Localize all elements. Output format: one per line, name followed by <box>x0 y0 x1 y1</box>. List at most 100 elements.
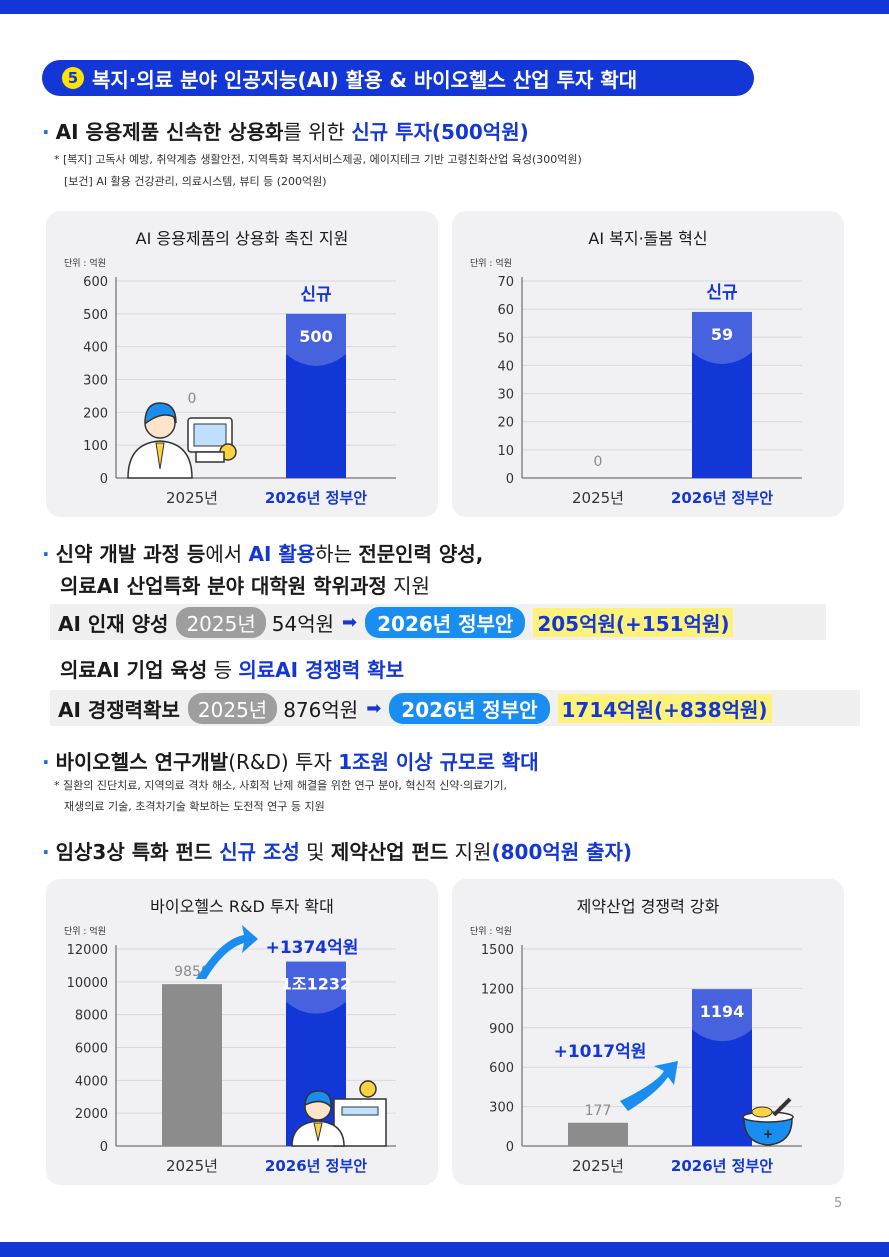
chart-card-biohealth-rd: 바이오헬스 R&D 투자 확대 단위 : 억원 12000 10000 8000 600… <box>46 879 438 1185</box>
y-tick-label: 70 <box>497 275 514 290</box>
pill-icon <box>751 1106 773 1118</box>
computer-stand-icon <box>195 451 225 463</box>
bar-2025 <box>568 1122 628 1146</box>
bullet-text-highlight: 신규 조성 <box>219 840 300 864</box>
bar-value-label: 0 <box>188 391 197 407</box>
plus-symbol-icon: + <box>763 1127 773 1141</box>
y-tick-label: 300 <box>83 374 108 389</box>
y-tick-label: 0 <box>100 1140 108 1155</box>
value-2025: 876억원 <box>283 697 359 722</box>
chart-unit-label: 단위 : 억원 <box>64 257 106 269</box>
bullet-text-highlight: AI 활용 <box>248 542 316 566</box>
y-tick-label: 60 <box>497 303 514 318</box>
bullet-text-part: 의료AI 기업 육성 <box>60 658 208 682</box>
bullet-dot-icon: · <box>42 542 50 566</box>
bullet-dot-icon: · <box>42 840 50 864</box>
y-tick-label: 0 <box>506 472 514 487</box>
bar-2026 <box>286 313 346 478</box>
y-tick-label: 2000 <box>75 1107 108 1122</box>
chart-card-ai-welfare: AI 복지·돌봄 혁신 단위 : 억원 70 60 50 40 30 20 10 0 0 2025년… <box>452 211 844 517</box>
chart-biohealth-rd: 단위 : 억원120001000080006000400020000985820… <box>64 925 396 1175</box>
bar-highlight <box>692 989 752 1042</box>
bullet-text-part: 및 <box>299 840 331 864</box>
bullet-text-part: 신약 개발 과정 등 <box>55 542 206 566</box>
y-tick-label: 6000 <box>75 1042 108 1057</box>
note-line: [보건] AI 활용 건강관리, 의료시스템, 뷰티 등 (200억원) <box>64 175 327 188</box>
bullet-text-part: 제약산업 펀드 <box>330 840 449 864</box>
chart-ai-welfare: 단위 : 억원 70 60 50 40 30 20 10 0 0 2025년 59 2026년 정부안 신… <box>470 257 802 507</box>
sub-bullet-medical-ai: 의료AI 기업 육성 등 의료AI 경쟁력 확보 <box>60 654 404 683</box>
bar-value-label: 500 <box>299 327 332 346</box>
increase-annotation: +1017억원 <box>554 1042 647 1062</box>
increase-annotation: +1374억원 <box>266 938 359 958</box>
budget-strip-ai-talent: AI 인재 양성 2025년 54억원 ➡ 2026년 정부안 205억원(+1… <box>50 604 826 640</box>
chart-unit-label: 단위 : 억원 <box>470 925 512 937</box>
x-tick-label: 2026년 정부안 <box>671 1157 773 1175</box>
bar-value-label: 1조1232 <box>281 975 351 994</box>
bar-value-label: 177 <box>585 1103 612 1119</box>
bullet-text-part: 전문인력 양성, <box>358 542 484 566</box>
x-tick-label: 2026년 정부안 <box>265 1157 367 1175</box>
new-badge-label: 신규 <box>706 283 738 303</box>
year-2026-pill: 2026년 정부안 <box>389 692 550 724</box>
x-tick-label: 2026년 정부안 <box>265 489 367 507</box>
y-tick-label: 8000 <box>75 1009 108 1024</box>
bar-2025 <box>162 984 222 1146</box>
year-2026-pill: 2026년 정부안 <box>365 606 526 638</box>
bullet-text-part: 지원 <box>448 840 492 864</box>
y-tick-label: 20 <box>497 416 514 431</box>
y-tick-label: 500 <box>83 308 108 323</box>
arrow-right-icon: ➡ <box>342 611 358 633</box>
bullet-text-highlight: 1조원 이상 규모로 확대 <box>338 750 539 774</box>
y-tick-label: 10 <box>497 444 514 459</box>
doctor-tie-icon <box>313 1122 323 1142</box>
bullet-text-part: 를 위한 <box>283 120 352 144</box>
bullet-funds: · 임상3상 특화 펀드 신규 조성 및 제약산업 펀드 지원(800억원 출자) <box>42 836 632 865</box>
x-tick-label: 2026년 정부안 <box>671 489 773 507</box>
bullet-text-part: 임상3상 특화 펀드 <box>55 840 220 864</box>
bullet-text-highlight: 신규 투자(500억원) <box>351 120 529 144</box>
bowl-icon <box>743 1118 793 1146</box>
bottom-accent-bar <box>0 1242 889 1257</box>
chart-pharma: 단위 : 억원 1500 1200 900 600 300 0 177 2025년 1194 202… <box>470 925 802 1175</box>
bullet-ai-commercialization: · AI 응용제품 신속한 상용화를 위한 신규 투자(500억원) <box>42 116 529 145</box>
hospital-window-icon <box>341 1106 379 1116</box>
y-tick-label: 12000 <box>67 943 108 958</box>
chart-unit-label: 단위 : 억원 <box>64 925 106 937</box>
bar-value-label: 59 <box>711 325 733 344</box>
x-tick-label: 2025년 <box>166 489 218 507</box>
y-tick-label: 100 <box>83 439 108 454</box>
new-badge-label: 신규 <box>300 285 332 305</box>
bar-highlight <box>692 311 752 364</box>
bullet-biohealth-rd: · 바이오헬스 연구개발(R&D) 투자 1조원 이상 규모로 확대 <box>42 746 539 775</box>
bar-highlight <box>286 961 346 1014</box>
chart-unit-label: 단위 : 억원 <box>470 257 512 269</box>
strip-label: AI 인재 양성 <box>58 611 169 636</box>
chart-card-pharma: 제약산업 경쟁력 강화 단위 : 억원 1500 1200 900 600 300 0 177… <box>452 879 844 1185</box>
y-tick-label: 400 <box>83 341 108 356</box>
chart-card-ai-products: AI 응용제품의 상용화 촉진 지원 단위 : 억원 600 500 400 300 20… <box>46 211 438 517</box>
page-number: 5 <box>834 1196 843 1211</box>
y-tick-label: 300 <box>489 1101 514 1116</box>
y-tick-label: 600 <box>83 275 108 290</box>
section-number-badge: 5 <box>62 67 84 89</box>
bullet-ai-talent: · 신약 개발 과정 등에서 AI 활용하는 전문인력 양성, <box>42 538 483 567</box>
bar-value-label: 1194 <box>700 1002 745 1021</box>
x-tick-label: 2025년 <box>572 1157 624 1175</box>
value-2025: 54억원 <box>271 611 335 636</box>
y-tick-label: 200 <box>83 406 108 421</box>
section-title: 복지·의료 분야 인공지능(AI) 활용 & 바이오헬스 산업 투자 확대 <box>92 67 638 92</box>
bar-highlight <box>286 313 346 366</box>
bullet-text-part: (R&D) 투자 <box>228 750 339 774</box>
x-tick-label: 2025년 <box>166 1157 218 1175</box>
chart-title: AI 응용제품의 상용화 촉진 지원 <box>135 229 349 248</box>
value-2026: 1714억원(+838억원) <box>557 693 772 723</box>
bullet-text-part: 의료AI 산업특화 분야 대학원 학위과정 <box>60 574 387 598</box>
budget-strip-ai-competitiveness: AI 경쟁력확보 2025년 876억원 ➡ 2026년 정부안 1714억원(… <box>50 690 860 726</box>
chart-title: 제약산업 경쟁력 강화 <box>576 897 720 916</box>
doctor-tie-icon <box>155 442 165 470</box>
bullet-text-part: 에서 <box>205 542 249 566</box>
y-tick-label: 600 <box>489 1061 514 1076</box>
value-2026: 205억원(+151억원) <box>533 607 734 637</box>
bar-2026 <box>692 989 752 1146</box>
